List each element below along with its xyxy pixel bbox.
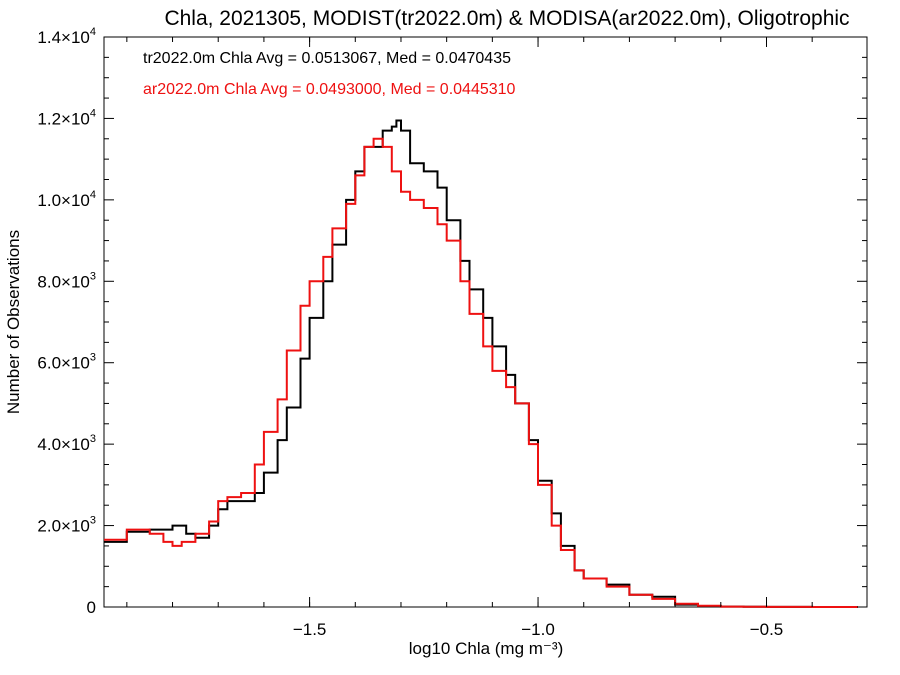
series-line-1 <box>104 137 858 608</box>
x-axis-label: log10 Chla (mg m⁻³) <box>409 639 563 658</box>
y-tick-label: 0 <box>87 598 96 617</box>
chart-title: Chla, 2021305, MODIST(tr2022.0m) & MODIS… <box>164 7 849 30</box>
plot-area: −1.5 −1.0 −0.5 0 2.0×103 4.0×103 6.0×103 8.0×1… <box>37 26 868 639</box>
x-axis-ticks: −1.5 −1.0 −0.5 <box>126 37 813 639</box>
y-tick-label: 1.2×104 <box>37 107 96 128</box>
y-tick-label: 1.0×104 <box>37 189 96 210</box>
series-line-0 <box>104 119 858 608</box>
y-tick-label: 4.0×103 <box>37 433 96 454</box>
legend-annotation-ar: ar2022.0m Chla Avg = 0.0493000, Med = 0.… <box>143 81 516 98</box>
y-axis-label: Number of Observations <box>4 230 23 414</box>
x-tick-label: −1.0 <box>521 620 555 639</box>
y-tick-label: 8.0×103 <box>37 270 96 291</box>
y-axis-ticks: 0 2.0×103 4.0×103 6.0×103 8.0×103 1.0×104 1.2×… <box>37 26 867 617</box>
y-tick-label: 2.0×103 <box>37 515 96 536</box>
x-tick-label: −0.5 <box>750 620 784 639</box>
y-tick-label: 6.0×103 <box>37 352 96 373</box>
legend-annotation-tr: tr2022.0m Chla Avg = 0.0513067, Med = 0.… <box>143 50 511 67</box>
series-layer <box>104 119 858 608</box>
y-tick-label: 1.4×104 <box>37 26 96 47</box>
x-tick-label: −1.5 <box>293 620 327 639</box>
